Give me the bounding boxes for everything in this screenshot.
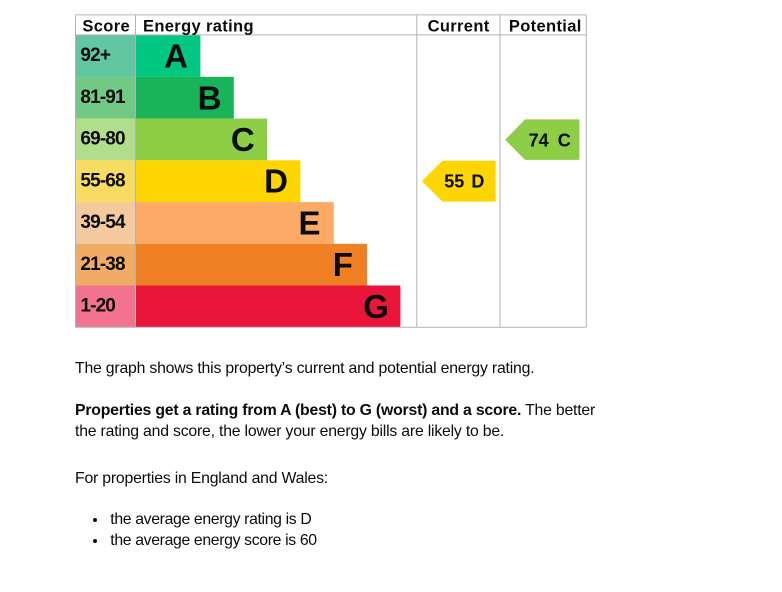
svg-text:39-54: 39-54 [80,212,126,233]
svg-text:69-80: 69-80 [80,129,125,150]
svg-text:74: 74 [529,130,549,150]
svg-text:55-68: 55-68 [80,170,125,191]
svg-text:1-20: 1-20 [80,296,115,317]
svg-text:E: E [298,205,320,242]
svg-text:F: F [333,246,353,283]
svg-text:Potential: Potential [509,18,582,36]
svg-text:C: C [231,121,255,158]
svg-text:21-38: 21-38 [80,254,125,275]
svg-text:C: C [558,130,571,150]
svg-text:G: G [363,288,389,325]
svg-text:Current: Current [428,18,490,36]
svg-text:81-91: 81-91 [80,87,126,108]
svg-text:D: D [471,172,484,192]
svg-text:Energy rating: Energy rating [143,18,254,36]
svg-text:Score: Score [82,18,130,36]
svg-text:92+: 92+ [80,45,110,66]
svg-text:D: D [264,163,288,200]
svg-text:55: 55 [444,172,464,192]
svg-text:A: A [164,38,188,75]
svg-text:B: B [198,79,222,116]
